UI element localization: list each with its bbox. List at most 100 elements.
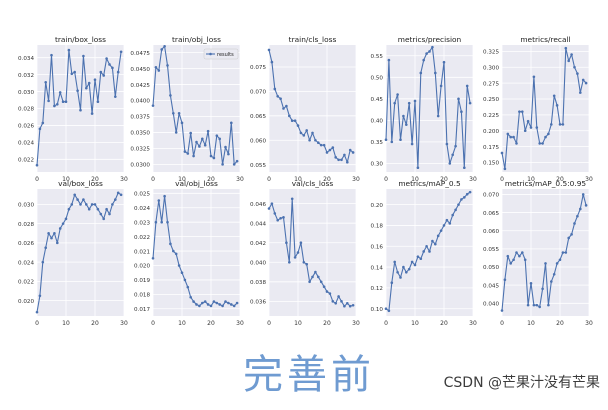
data-point [399,138,402,142]
data-point [177,111,181,115]
data-point [183,150,187,153]
y-tick-label: 0.0400 [130,99,150,105]
data-point [317,141,320,144]
data-point [550,123,553,126]
y-tick-label: 0.0475 [130,51,150,57]
data-point [346,302,349,305]
y-tick-label: 0.14 [371,265,384,271]
data-point [337,158,340,162]
data-point [581,78,585,82]
y-tick-label: 0.325 [483,50,499,56]
data-point [270,202,274,205]
data-point [445,142,449,146]
data-point [538,142,541,145]
x-tick-label: 30 [585,176,593,183]
data-point [419,71,423,75]
y-tick-label: 0.045 [483,283,499,289]
data-point [567,59,570,63]
plot-panel: 0.30 0.35 0.40 0.45 0.50 0.55 0 10 20 30 metrics/p… [371,35,477,183]
data-point [177,264,181,267]
y-tick-label: 0.050 [483,265,499,271]
data-point [463,166,466,169]
plot-panel: 0.150 0.175 0.200 0.225 0.250 0.275 0.300 0.325… [483,35,593,183]
data-point [87,81,91,85]
data-point [151,104,155,107]
data-point [576,214,579,218]
y-tick-label: 0.35 [371,140,384,146]
y-tick-label: 0.017 [134,307,150,313]
data-point [442,224,446,227]
y-tick-label: 0.028 [18,222,34,228]
data-point [518,254,521,258]
plot-title: metrics/mAP_0.5:0.95 [505,179,587,188]
data-point [584,81,588,85]
data-point [279,217,282,220]
data-point [235,159,239,163]
y-tick-label: 0.0350 [130,131,150,137]
data-point [108,63,111,66]
y-tick-label: 0.026 [18,241,34,247]
data-point [209,304,213,308]
data-point [561,251,565,254]
y-tick-label: 0.038 [250,280,266,286]
data-point [102,217,105,221]
data-point [44,80,47,84]
data-point [186,152,190,155]
data-point [311,131,314,135]
data-point [299,241,303,245]
data-point [270,60,274,64]
x-tick-label: 0 [151,320,155,327]
data-point [305,129,309,132]
series-line [501,193,587,311]
data-point [201,301,204,305]
data-point [434,71,437,75]
y-tick-label: 0.250 [483,97,499,103]
y-tick-label: 0.10 [371,307,384,313]
data-point [189,131,192,135]
y-tick-label: 0.0375 [130,115,150,121]
data-point [564,46,568,50]
y-tick-label: 0.024 [18,141,34,147]
data-point [50,236,53,240]
data-point [90,203,94,206]
y-tick-label: 0.040 [483,302,499,308]
data-point [105,207,108,211]
y-tick-label: 0.022 [134,235,150,241]
x-tick-label: 30 [469,176,477,183]
data-point [111,66,114,70]
data-point [509,135,512,139]
data-point [500,151,504,155]
data-point [169,94,172,97]
data-point [343,304,346,308]
data-point [198,145,201,148]
data-point [73,193,76,197]
data-point [163,44,166,48]
data-point [35,310,39,314]
x-tick-label: 0 [267,176,271,183]
y-tick-label: 0.019 [134,278,150,284]
data-point [76,198,79,201]
y-tick-label: 0.024 [18,260,34,266]
y-tick-label: 0.020 [18,299,34,305]
data-point [328,292,332,295]
data-point [221,163,224,166]
y-tick-label: 0.042 [250,241,266,247]
x-tick-label: 10 [411,176,419,183]
data-point [436,114,440,118]
data-point [322,285,326,288]
y-tick-label: 0.060 [483,229,499,235]
data-point [116,191,120,195]
data-point [157,199,161,202]
data-point [64,217,68,221]
x-tick-label: 0 [384,320,388,327]
data-point [454,208,457,212]
data-point [203,143,207,147]
data-point [552,94,556,98]
data-point [538,305,541,309]
data-point [227,301,230,305]
y-tick-label: 0.20 [371,203,384,209]
data-point [308,138,311,142]
x-tick-label: 20 [323,320,331,327]
data-point [410,260,414,264]
data-point [541,287,544,291]
